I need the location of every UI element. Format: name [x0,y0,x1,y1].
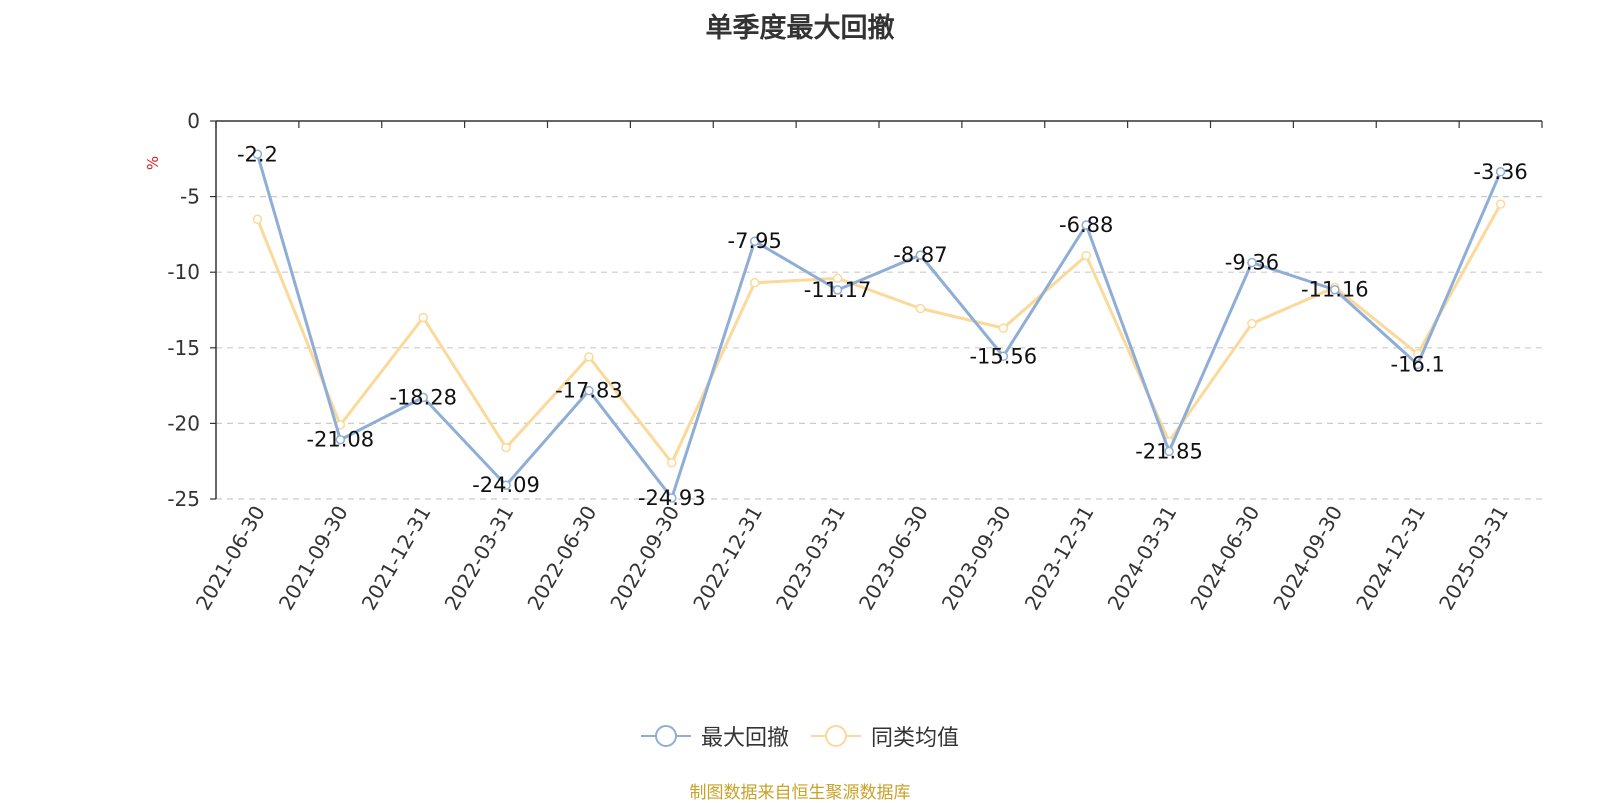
data-point [252,214,263,225]
data-point [252,149,263,160]
data-point [998,351,1009,362]
data-label: -11.16 [1301,278,1369,302]
x-tick-label: 2021-06-30 [191,502,270,615]
data-point [915,303,926,314]
legend-label: 同类均值 [871,726,960,751]
data-label: -16.1 [1391,352,1445,376]
x-tick-label: 2022-06-30 [522,502,601,615]
x-tick-label: 2023-09-30 [937,502,1016,615]
x-tick-label: 2022-12-31 [688,502,767,615]
x-tick-label: 2024-09-30 [1268,502,1347,615]
data-point [749,278,760,288]
y-tick-label: -15 [167,336,200,360]
legend: 最大回撤 同类均值 [0,720,1600,752]
data-label: -2.2 [237,142,278,166]
data-point [1081,220,1091,230]
label-layer: -2.2 -21.08 -18.28 -24.09 -17.83 -24.93 -7.95 -… [237,142,1528,510]
x-tick-label: 2022-03-31 [439,502,518,615]
data-point [584,385,594,396]
data-point [1247,257,1257,268]
data-label: -24.93 [638,486,706,510]
x-tick-label: 2021-12-31 [357,502,436,615]
data-point [1081,250,1091,261]
data-label: -21.08 [306,428,374,452]
data-point [832,273,843,283]
x-tick-label: 2021-09-30 [274,502,353,615]
grid-layer [216,196,1542,500]
data-point [418,312,428,323]
data-label: -7.95 [728,229,782,253]
x-tick-label: 2024-03-31 [1102,502,1181,615]
data-point [915,250,926,260]
data-point [667,457,677,468]
data-label: -8.87 [893,243,947,267]
data-point [501,480,511,490]
legend-item-series-2[interactable]: 同类均值 [811,720,959,752]
x-tick-label: 2024-06-30 [1185,502,1264,615]
data-point [998,323,1009,333]
data-point [832,285,843,295]
axis-layer: 0 -5 -10 -15 -20 -25% 2021-06-30 2021-09-30 2021… [144,109,1543,615]
y-tick-label: -20 [167,411,200,435]
data-point [1495,199,1506,209]
y-tick-label: -25 [167,487,200,511]
series-line-1 [255,153,1502,500]
x-tick-label: 2023-03-31 [771,502,850,615]
y-tick-label: -10 [167,260,200,284]
y-axis-label: % [144,156,162,170]
y-tick-label: 0 [187,109,200,133]
data-label: -11.17 [804,278,872,302]
legend-item-series-1[interactable]: 最大回撤 [640,720,789,752]
x-tick-label: 2023-06-30 [854,502,933,615]
y-tick-label: -5 [180,185,200,209]
data-label: -21.85 [1135,439,1203,463]
data-point [418,392,428,403]
x-tick-label: 2025-03-31 [1434,502,1513,615]
data-point [1330,284,1340,295]
data-label: -17.83 [555,379,623,403]
data-point [1412,359,1423,370]
x-tick-label: 2022-09-30 [605,502,684,615]
legend-line-circle-icon [811,725,861,747]
legend-label: 最大回撤 [700,726,789,751]
data-label: -6.88 [1059,213,1113,237]
data-point [749,236,760,246]
data-point [667,493,677,503]
data-point [1495,167,1506,177]
data-point [335,434,346,445]
legend-line-circle-icon [640,725,691,747]
data-label: -15.56 [969,344,1037,368]
source-note: 制图数据来自恒生聚源数据库 [689,783,911,803]
data-label: -9.36 [1225,251,1279,275]
data-label: -18.28 [389,385,457,409]
data-label: -24.09 [472,473,540,497]
data-label: -3.36 [1473,160,1527,184]
series-line-2 [256,203,1502,465]
x-tick-label: 2023-12-31 [1020,502,1099,615]
series-layer [252,149,1506,503]
chart-title: 单季度最大回撤 [705,13,895,44]
data-point [501,442,511,453]
data-point [1164,446,1174,457]
data-point [1247,318,1257,329]
data-point [584,352,594,362]
x-tick-label: 2024-12-31 [1351,502,1430,615]
